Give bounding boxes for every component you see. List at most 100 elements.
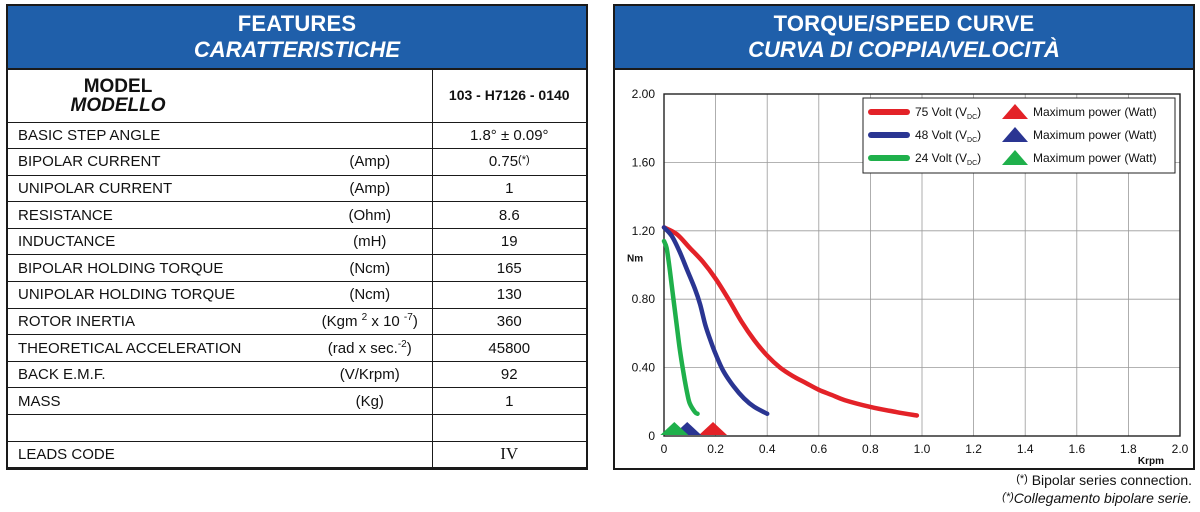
- model-row: MODEL MODELLO 103 - H7126 - 0140: [8, 70, 586, 123]
- x-tick-label: 0.8: [862, 442, 879, 456]
- row-unit: (Kgm 2 x 10 -7): [308, 307, 433, 336]
- legend-subscript: DC: [967, 137, 977, 144]
- legend-marker: [1002, 127, 1028, 142]
- unit-part: ): [406, 340, 412, 358]
- x-tick-label: 0.4: [759, 442, 776, 456]
- row-unit: (Ncm): [308, 281, 433, 309]
- row-label: MASS: [8, 387, 308, 416]
- x-tick-label: 1.0: [914, 442, 931, 456]
- plot-area-frame: [663, 93, 1181, 437]
- model-label-italian: MODELLO: [70, 94, 166, 116]
- chart-title: TORQUE/SPEED CURVE: [773, 11, 1035, 36]
- row-value: 0.75: [488, 153, 519, 171]
- row-label: LEADS CODE: [8, 440, 308, 469]
- legend-suffix: Maximum power (Watt): [1033, 128, 1157, 142]
- table-row: LEADS CODE IV: [8, 440, 586, 469]
- row-label: BIPOLAR HOLDING TORQUE: [8, 254, 308, 283]
- table-row: UNIPOLAR CURRENT (Amp) 1: [8, 174, 586, 203]
- table-row: THEORETICAL ACCELERATION (rad x sec.-2) …: [8, 334, 586, 362]
- table-row: BIPOLAR CURRENT (Amp) 0.75(*): [8, 148, 586, 176]
- y-tick-label: 0.40: [632, 361, 656, 375]
- x-tick-label: 1.2: [965, 442, 982, 456]
- legend-subscript: DC: [967, 160, 977, 167]
- row-unit: (Kg): [308, 387, 433, 416]
- row-value: 19: [431, 227, 586, 256]
- x-tick-label: 0.6: [810, 442, 827, 456]
- features-title: FEATURES: [237, 11, 357, 36]
- legend-suffix: Maximum power (Watt): [1033, 151, 1157, 165]
- row-value: 1: [431, 174, 586, 203]
- chart-title-italian: CURVA DI COPPIA/VELOCITÀ: [748, 37, 1060, 62]
- chart-panel: TORQUE/SPEED CURVE CURVA DI COPPIA/VELOC…: [613, 4, 1195, 470]
- legend-label: 75 Volt (VDC): [915, 105, 981, 121]
- row-value: 8.6: [431, 201, 586, 229]
- unit-part: x 10: [367, 313, 404, 331]
- footnote-marker: (*): [518, 154, 530, 167]
- unit-part: (rad x sec.: [327, 340, 398, 358]
- x-axis-label: Krpm: [1138, 456, 1164, 467]
- series-line: [661, 238, 700, 417]
- row-value: 360: [431, 307, 586, 336]
- row-label: THEORETICAL ACCELERATION: [8, 334, 308, 362]
- row-unit: (rad x sec.-2): [308, 334, 433, 362]
- torque-speed-chart: 0 0.2 0.4 0.6 0.8 1.0 1.2 1.4 1.6 1.8 2.000.400.80…: [627, 87, 1189, 467]
- series-line: [661, 225, 770, 417]
- table-row: UNIPOLAR HOLDING TORQUE (Ncm) 130: [8, 281, 586, 309]
- legend-label: 48 Volt (VDC): [915, 128, 981, 144]
- row-value: 130: [431, 281, 586, 309]
- row-unit: (Amp): [308, 174, 433, 203]
- series-line: [661, 225, 920, 418]
- legend-suffix: Maximum power (Watt): [1033, 105, 1157, 119]
- model-number: 103 - H7126 - 0140: [448, 87, 570, 104]
- footnote-italian: (*)Collegamento bipolare serie.: [1002, 490, 1192, 506]
- model-label-cell: MODEL MODELLO: [8, 70, 308, 123]
- row-unit: (V/Krpm): [308, 360, 433, 389]
- table-row: BACK E.M.F. (V/Krpm) 92: [8, 360, 586, 389]
- legend-marker: [1002, 150, 1028, 165]
- table-row: BASIC STEP ANGLE 1.8° ± 0.09°: [8, 121, 586, 150]
- row-label: BACK E.M.F.: [8, 360, 308, 389]
- row-unit: [308, 121, 433, 150]
- row-value: 92: [431, 360, 586, 389]
- row-value: 1: [431, 387, 586, 416]
- y-tick-label: 0.80: [632, 292, 656, 306]
- unit-superscript: -2: [397, 339, 407, 351]
- row-value-cell: IV: [431, 440, 586, 469]
- footnote-marker: (*): [1016, 473, 1028, 485]
- max-power-marker: [660, 422, 689, 435]
- table-row: MASS (Kg) 1: [8, 387, 586, 416]
- row-unit: (Ncm): [308, 254, 433, 283]
- legend-label: 24 Volt (VDC): [915, 151, 981, 167]
- unit-superscript: -7: [403, 312, 413, 324]
- row-unit: (Ohm): [308, 201, 433, 229]
- table-row-empty: [8, 414, 586, 442]
- row-label: BIPOLAR CURRENT: [8, 148, 308, 176]
- row-label: BASIC STEP ANGLE: [8, 121, 308, 150]
- y-axis-label: Nm: [627, 254, 643, 265]
- y-tick-label: 1.60: [632, 155, 656, 169]
- table-row: INDUCTANCE (mH) 19: [8, 227, 586, 256]
- model-label: MODEL: [83, 75, 153, 97]
- y-tick-label: 0: [648, 429, 655, 443]
- row-value-cell: 0.75(*): [431, 148, 586, 176]
- features-table: MODEL MODELLO 103 - H7126 - 0140 BASIC S…: [8, 70, 586, 469]
- row-label: ROTOR INERTIA: [8, 307, 308, 336]
- row-label: INDUCTANCE: [8, 227, 308, 256]
- x-tick-label: 0: [661, 442, 668, 456]
- legend-close: ): [977, 105, 981, 119]
- row-unit: [308, 414, 433, 442]
- features-panel: FEATURES CARATTERISTICHE MODEL MODELLO 1…: [6, 4, 588, 470]
- row-value: 165: [431, 254, 586, 283]
- features-header: FEATURES CARATTERISTICHE: [8, 6, 586, 70]
- legend-marker: [1002, 104, 1028, 119]
- x-tick-label: 1.4: [1017, 442, 1034, 456]
- unit-part: (Kgm: [321, 313, 362, 331]
- row-unit: [308, 440, 433, 469]
- legend-close: ): [977, 128, 981, 142]
- footnote-text: Bipolar series connection.: [1031, 472, 1192, 488]
- row-label: UNIPOLAR HOLDING TORQUE: [8, 281, 308, 309]
- x-tick-label: 1.8: [1120, 442, 1137, 456]
- row-value: 1.8° ± 0.09°: [431, 121, 586, 150]
- footnote-text: Collegamento bipolare serie.: [1013, 490, 1192, 506]
- legend-subscript: DC: [967, 114, 977, 121]
